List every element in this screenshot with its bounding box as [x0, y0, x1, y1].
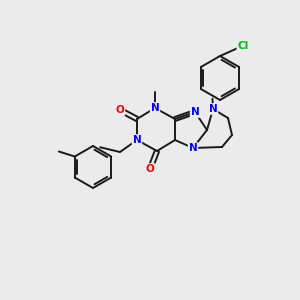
Text: N: N — [208, 104, 217, 114]
Text: N: N — [151, 103, 159, 113]
Text: N: N — [189, 143, 197, 153]
Text: Cl: Cl — [237, 41, 249, 51]
Text: O: O — [146, 164, 154, 174]
Text: O: O — [116, 105, 124, 115]
Text: N: N — [133, 135, 141, 145]
Text: N: N — [190, 107, 200, 117]
